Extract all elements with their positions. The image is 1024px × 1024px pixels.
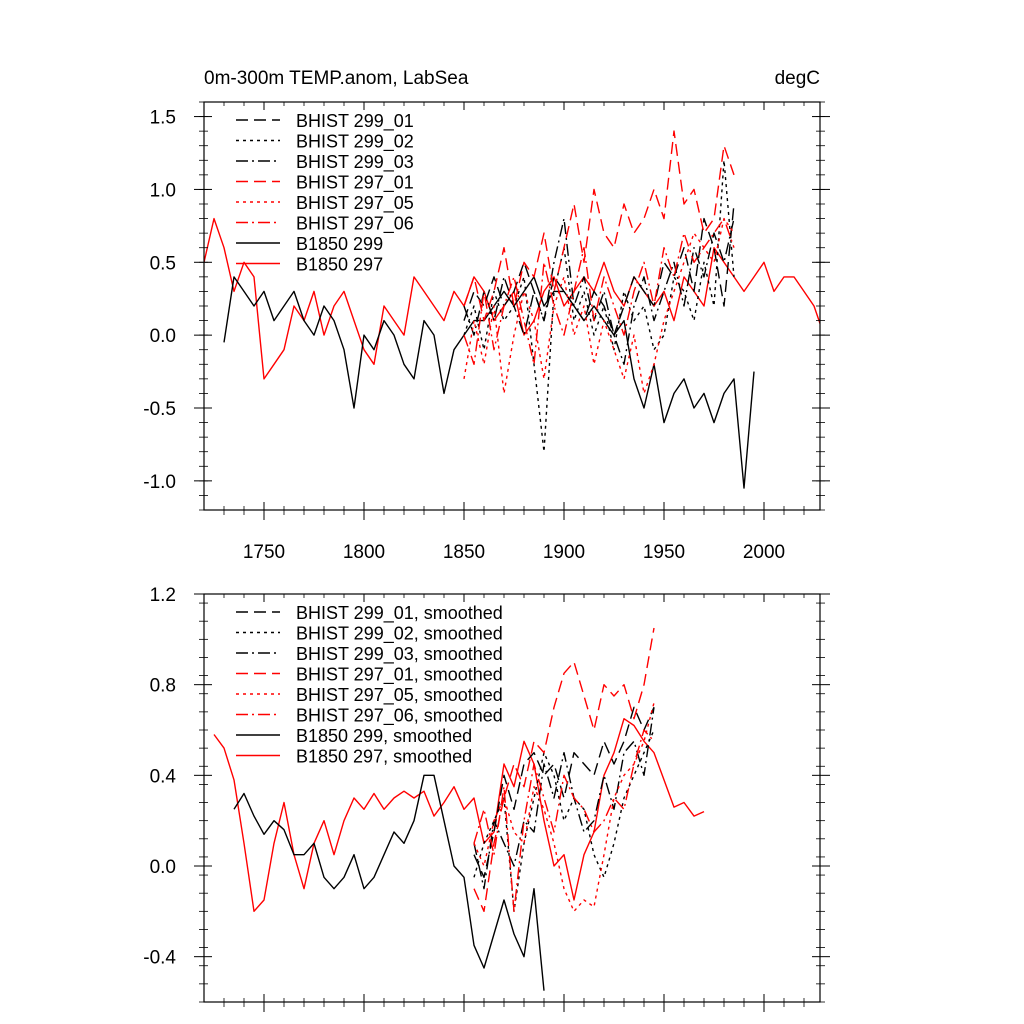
bot-legend-label: BHIST 299_01, smoothed [296,603,503,624]
top-legend-label: BHIST 299_02 [296,132,414,153]
bot-series-bhist-297-01-smoothed [473,627,655,912]
top-ytick-label: -1.0 [143,472,176,493]
top-series-bhist-297-06 [463,217,735,365]
top-xtick-label: 1800 [343,542,385,563]
top-legend-label: BHIST 299_01 [296,111,414,132]
bot-legend-label: BHIST 299_03, smoothed [296,644,503,665]
top-legend-label: BHIST 297_05 [296,193,414,214]
bot-series-bhist-299-03-smoothed [473,707,655,890]
top-legend-label: BHIST 299_03 [296,152,414,173]
top-panel: 0m-300m TEMP.anom, LabSea degC 1750 1800 1… [143,68,830,563]
top-ytick-label: 1.5 [150,108,176,129]
top-legend-label: B1850 297 [296,255,383,275]
bot-legend-label: BHIST 297_05, smoothed [296,685,503,706]
top-xtick-label: 1750 [243,542,285,563]
bottom-series-group [213,627,705,991]
top-plot-frame [203,101,821,511]
bot-legend-label: BHIST 297_01, smoothed [296,665,503,686]
bot-series-b1850-299-smoothed [233,774,545,991]
bot-legend-label: B1850 299, smoothed [296,726,472,746]
bot-ytick-label: 1.2 [150,585,176,606]
bot-legend-label: BHIST 297_06, smoothed [296,706,503,727]
top-series-bhist-299-01 [463,203,735,336]
top-xtick-label: 1950 [643,542,685,563]
top-series-bhist-297-05 [463,217,735,395]
bot-series-bhist-299-02-smoothed [473,729,655,912]
top-xtick-label: 2000 [743,542,785,563]
top-ytick-label: 1.0 [150,180,176,201]
bot-series-bhist-297-05-smoothed [473,702,655,912]
top-ytick-label: 0.0 [150,326,176,347]
top-title: 0m-300m TEMP.anom, LabSea [204,68,469,89]
top-series-group [204,130,820,489]
bot-ytick-label: 0.0 [150,857,176,878]
bot-ytick-label: 0.8 [150,676,176,697]
top-legend-label: BHIST 297_01 [296,173,414,194]
top-units: degC [775,68,820,89]
bottom-ticks: -0.4 0.0 0.4 0.8 1.2 [143,585,830,1012]
bot-ytick-label: -0.4 [143,948,176,969]
top-series-bhist-297-01 [463,130,735,322]
bot-legend-label: B1850 297, smoothed [296,747,472,767]
bot-series-bhist-299-01-smoothed [473,706,655,878]
bot-ytick-label: 0.4 [150,766,177,787]
top-ytick-label: -0.5 [143,399,176,420]
bottom-plot-frame [203,593,821,1003]
top-series-b1850-299 [223,276,755,489]
top-legend-label: B1850 299 [296,234,383,254]
top-ytick-label: 0.5 [150,253,176,274]
top-xtick-label: 1850 [443,542,485,563]
bottom-panel: -0.40.00.40.81.2 BHIST 299_01, smoothedB… [143,585,830,1012]
top-series-bhist-299-03 [463,217,735,365]
top-xtick-label: 1900 [543,542,585,563]
bot-legend-label: BHIST 299_02, smoothed [296,624,503,645]
bot-series-bhist-297-06-smoothed [473,729,655,912]
bot-series-b1850-297-smoothed [213,718,705,912]
top-ticks: 1750 1800 1850 1900 1950 2000 -1.0 -0.5 0.0 0.5 1.… [143,101,830,563]
top-legend-label: BHIST 297_06 [296,214,414,235]
